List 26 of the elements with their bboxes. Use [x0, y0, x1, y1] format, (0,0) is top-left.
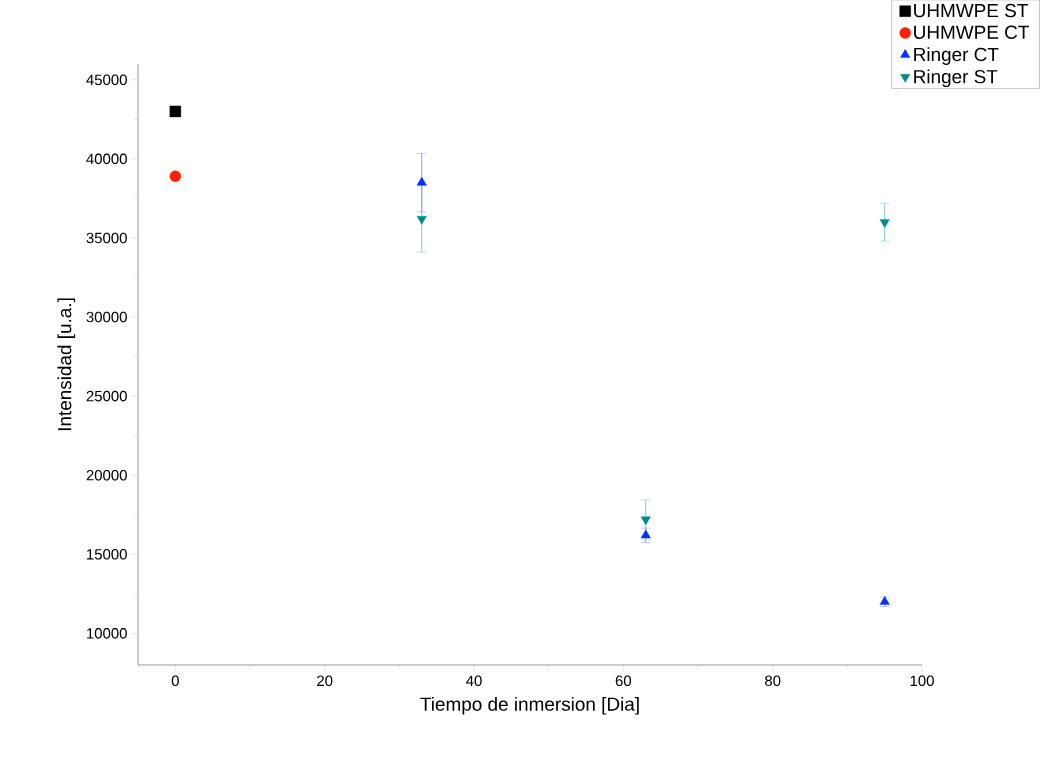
point [879, 219, 890, 228]
y-tick-label: 40000 [86, 153, 127, 165]
legend-label: Ringer ST [914, 69, 998, 88]
point [416, 176, 427, 186]
x-axis-title: Tiempo de inmersion [Dia] [420, 696, 639, 715]
y-tick-label: 10000 [87, 628, 127, 639]
x-tick-label: 20 [317, 675, 333, 687]
point [169, 170, 182, 182]
y-tick-label: 15000 [87, 548, 127, 560]
y-tick-label: 35000 [86, 232, 127, 244]
x-tick-label: 100 [910, 675, 934, 687]
y-tick-label: 25000 [86, 390, 127, 402]
point [640, 529, 651, 539]
x-tick-label: 40 [466, 675, 482, 687]
point [169, 105, 182, 118]
legend-label: UHMWPE ST [914, 3, 1028, 18]
y-tick-label: 45000 [86, 74, 127, 86]
point [416, 216, 427, 225]
legend-label: UHMWPE CT [914, 25, 1029, 39]
x-tick-label: 0 [171, 675, 179, 687]
x-tick-label: 80 [765, 675, 781, 687]
y-tick-label: 30000 [86, 311, 127, 323]
y-tick-label: 20000 [86, 469, 127, 481]
y-axis-title: Intensidad [u.a.] [57, 298, 76, 431]
x-tick-label: 60 [615, 675, 632, 687]
legend-label: Ringer CT [914, 47, 999, 65]
